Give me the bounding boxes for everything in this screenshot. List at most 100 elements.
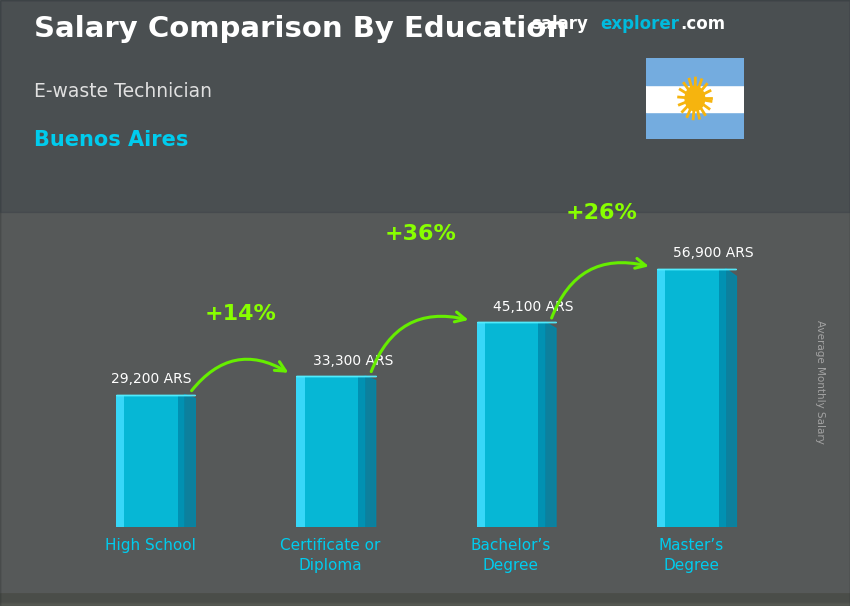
Bar [0,598,850,604]
Bar [0,599,850,605]
Bar [0,594,850,600]
Bar [0,598,850,604]
Bar [0,595,850,601]
Text: +26%: +26% [565,203,637,223]
Bar [0,597,850,603]
Bar [0,597,850,603]
Text: E-waste Technician: E-waste Technician [34,82,212,101]
Text: 56,900 ARS: 56,900 ARS [673,247,754,261]
Bar [0,597,850,603]
Bar [0,595,850,601]
Bar [0,594,850,601]
Bar [0,598,850,604]
Bar [0,596,850,602]
Bar [0,595,850,601]
Bar [0,596,850,602]
Text: Average Monthly Salary: Average Monthly Salary [815,320,825,444]
Bar [0,598,850,604]
Bar [477,322,484,527]
Bar [0,599,850,605]
Bar [0,599,850,605]
Bar [719,268,726,527]
Bar [0,596,850,602]
Bar [0,597,850,603]
Bar [0,598,850,604]
Text: .com: .com [680,15,725,33]
Bar [0,598,850,604]
Bar [0,595,850,601]
Text: Buenos Aires: Buenos Aires [34,130,189,150]
Bar [657,268,666,527]
Bar [0,599,850,605]
Bar [0,600,850,606]
Bar [0,597,850,603]
Bar [0,599,850,605]
Polygon shape [365,376,376,527]
Bar [0,599,850,605]
Bar [0,596,850,602]
Bar [646,58,744,85]
Bar [0,599,850,605]
Bar [0,599,850,605]
Bar [0,599,850,605]
Bar [0,598,850,604]
Bar [0,596,850,602]
Bar [0,595,850,601]
Bar [0,596,850,602]
Bar [0,599,850,605]
Bar [0,597,850,603]
Text: +36%: +36% [385,224,456,244]
Bar [0,596,850,602]
Bar [646,85,744,112]
Text: 33,300 ARS: 33,300 ARS [313,354,393,368]
Bar [0,598,850,604]
Bar [0,598,850,604]
Bar [0,599,850,605]
Bar [0,599,850,605]
Bar [0,594,850,600]
Bar [0,595,850,601]
Bar [0,598,850,604]
Bar [0,594,850,601]
Bar [0,596,850,602]
Text: salary: salary [531,15,588,33]
Bar [0,595,850,601]
Bar [0,594,850,601]
Bar [0,598,850,604]
Bar [0,595,850,601]
Bar [0,599,850,605]
Bar [0,599,850,605]
Bar [0,597,850,603]
Bar [0,600,850,606]
Bar [178,395,184,527]
Bar [297,376,304,527]
Text: 45,100 ARS: 45,100 ARS [493,300,574,314]
Bar [646,112,744,139]
Bar [0,596,850,602]
Bar [0,598,850,604]
Bar [116,395,184,527]
Bar [0,596,850,602]
Bar [0,596,850,602]
Circle shape [685,86,705,111]
Bar [116,395,124,527]
Text: Salary Comparison By Education: Salary Comparison By Education [34,15,567,43]
Bar [0,596,850,602]
Bar [0,598,850,604]
Polygon shape [545,322,556,527]
Polygon shape [184,395,196,527]
Bar [0,600,850,606]
Bar [0,594,850,600]
Bar [0,599,850,605]
Bar [0,599,850,605]
Text: +14%: +14% [205,304,276,324]
Bar [0,594,850,601]
Bar [0,594,850,601]
Bar [297,376,365,527]
Bar [358,376,365,527]
Bar [0,599,850,605]
Bar [0,595,850,601]
Bar [0,597,850,603]
Bar [0,599,850,605]
Bar [0,598,850,604]
